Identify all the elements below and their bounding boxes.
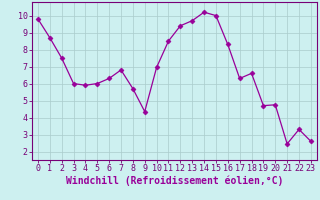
X-axis label: Windchill (Refroidissement éolien,°C): Windchill (Refroidissement éolien,°C) bbox=[66, 176, 283, 186]
